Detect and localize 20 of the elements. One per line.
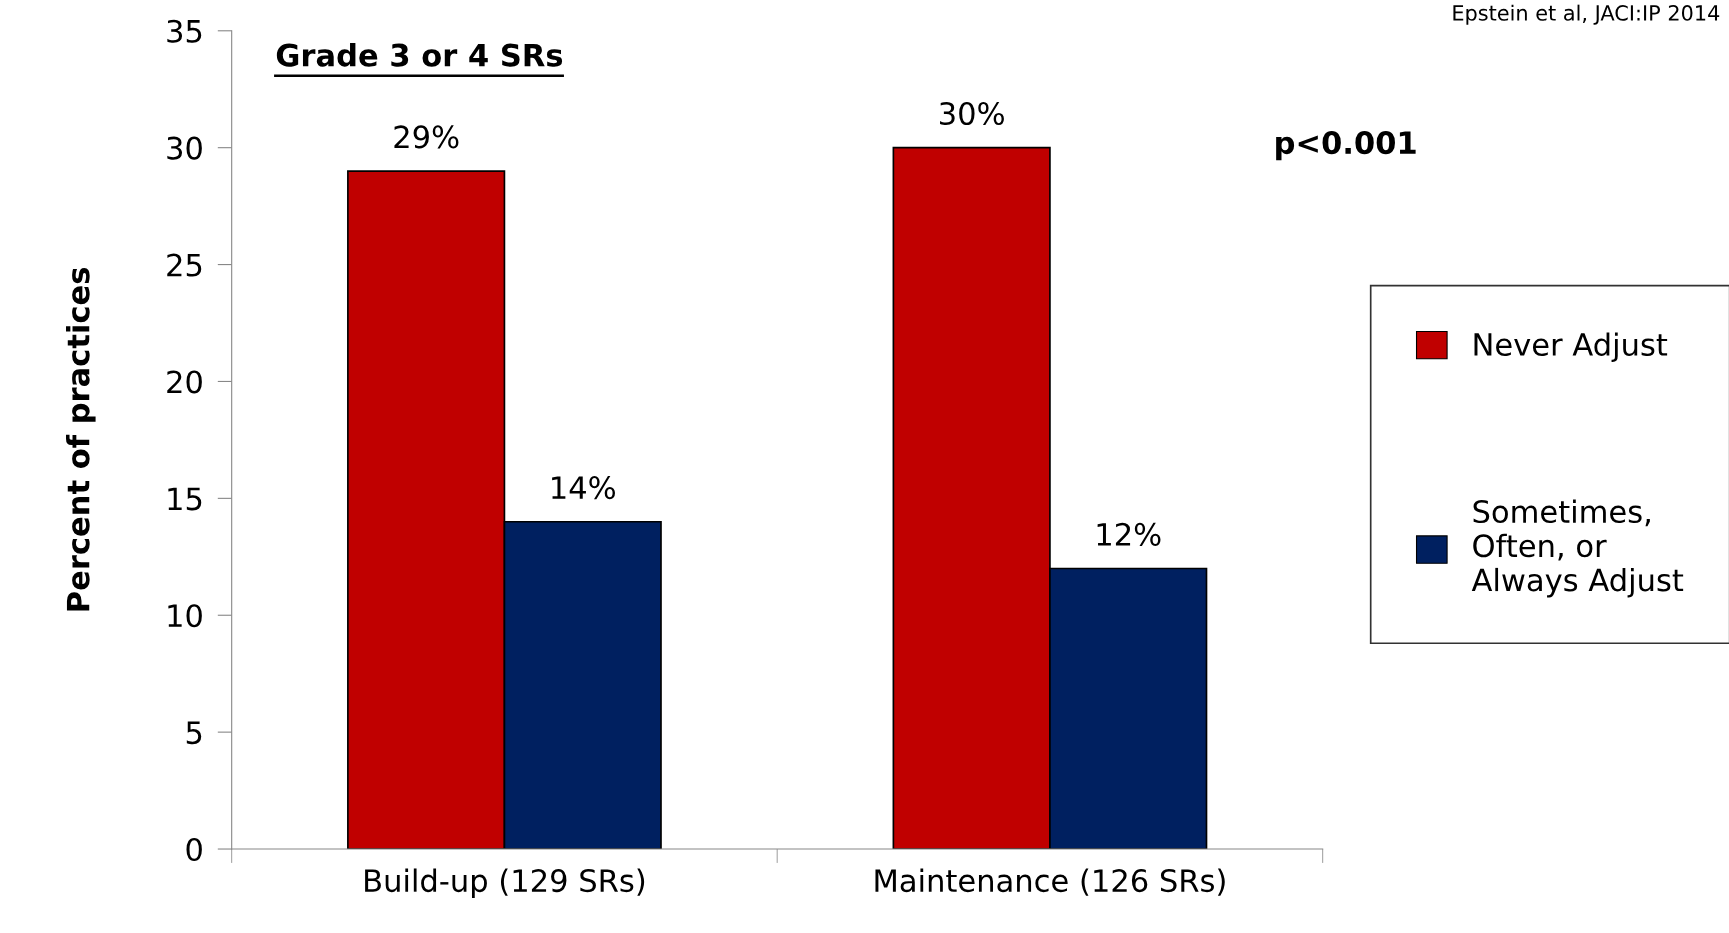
text: Epstein et al, JACI:IP 2014 <box>1453 4 1720 25</box>
chart-title: Grade 3 or 4 SRs <box>276 43 563 67</box>
data-label: 12% <box>1097 522 1161 546</box>
y-axis-title: Percent of practices <box>66 268 96 611</box>
y-tick-label: 15 <box>168 487 202 511</box>
x-tick-label: Maintenance (126 SRs) <box>875 868 1225 896</box>
x-tick-label: Build-up (129 SRs) <box>365 868 645 899</box>
legend-label: Sometimes, Often, or Always Adjust <box>1471 499 1684 598</box>
y-tick-label: 20 <box>167 370 202 394</box>
y-tick-label: 25 <box>167 253 202 277</box>
data-label: 30% <box>940 101 1004 126</box>
y-tick-label: 30 <box>167 136 202 160</box>
y-tick-label: 0 <box>186 837 202 862</box>
y-tick-label: 5 <box>186 721 202 745</box>
legend-label: Never Adjust <box>1474 332 1668 362</box>
data-label: 29% <box>394 125 459 149</box>
y-tick-label: 35 <box>167 19 202 43</box>
annotation: p<0.001 <box>1276 131 1416 161</box>
y-tick-label: 10 <box>168 604 202 628</box>
data-label: 14% <box>552 476 615 500</box>
